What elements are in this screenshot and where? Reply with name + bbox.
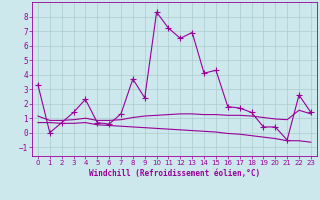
X-axis label: Windchill (Refroidissement éolien,°C): Windchill (Refroidissement éolien,°C) [89,169,260,178]
